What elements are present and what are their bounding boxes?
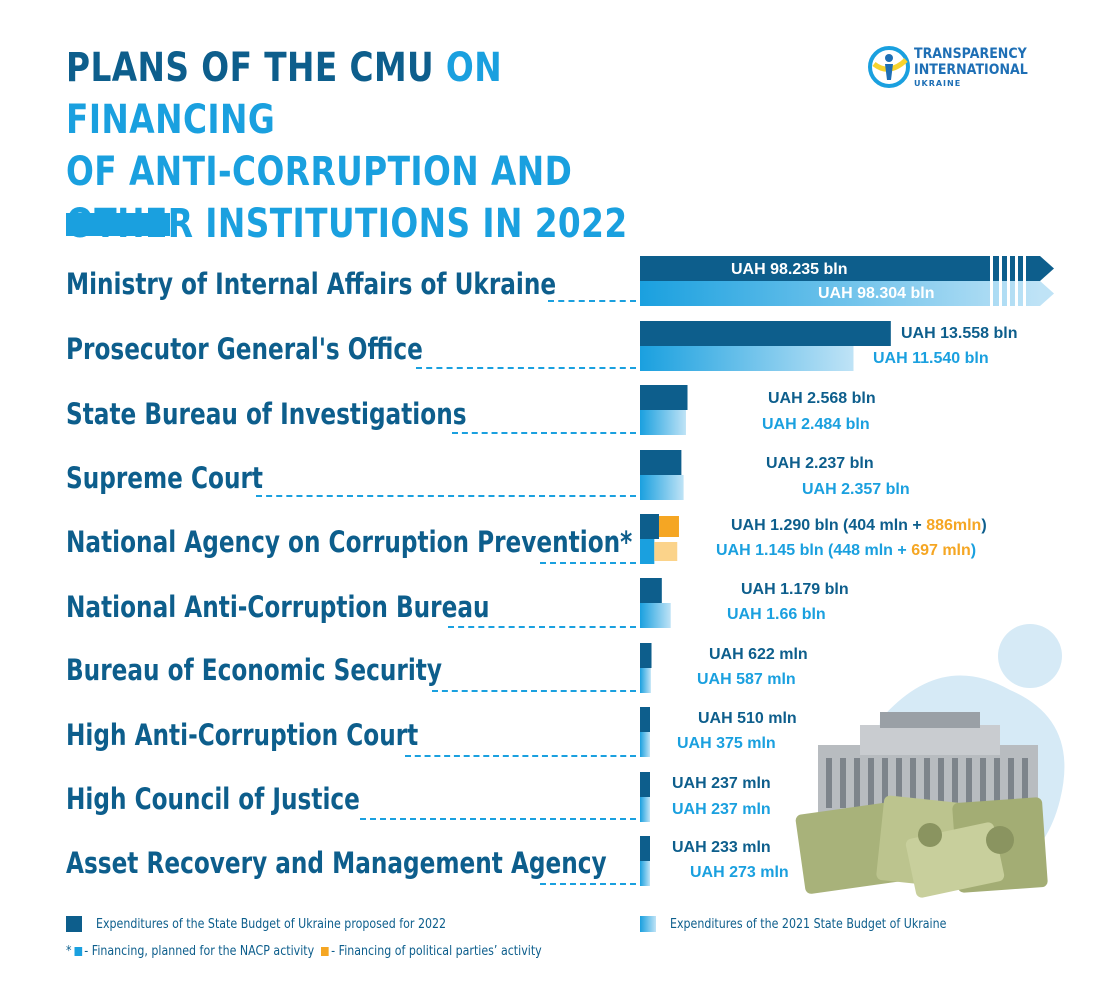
- axis-break-stripe: [999, 256, 1002, 281]
- title-line2: OF ANTI-CORRUPTION AND: [66, 149, 573, 195]
- bar-2022: [640, 385, 688, 410]
- bar-2022: [640, 578, 662, 603]
- bar-2021: [640, 861, 650, 886]
- row-label-nabu: National Anti-Corruption Bureau: [66, 590, 490, 624]
- value-label-2022: UAH 2.568 bln: [768, 390, 876, 407]
- value-label-2022: UAH 1.290 bln (404 mln + 886mln): [731, 517, 987, 534]
- value-label-2022: UAH 1.179 bln: [741, 581, 849, 598]
- logo-line3: UKRAINE: [914, 79, 962, 88]
- value-label-2021: UAH 237 mln: [672, 801, 771, 818]
- value-label-2022: UAH 233 mln: [672, 839, 771, 856]
- bar-2021: [640, 603, 671, 628]
- bar-2021: [640, 797, 650, 822]
- bar-2021: [640, 281, 1040, 306]
- leader-line: [448, 626, 636, 628]
- bar-2022: [640, 321, 891, 346]
- value-label-2022: UAH 2.237 bln: [766, 455, 874, 472]
- axis-break-stripe: [1015, 281, 1018, 306]
- value-label-2022: UAH 510 mln: [698, 710, 797, 727]
- legend-label-2021: Expenditures of the 2021 State Budget of…: [670, 917, 947, 932]
- title-part2: ON FINANCING: [66, 45, 503, 143]
- bar-2022: [640, 450, 682, 475]
- decor-circle-small: [998, 624, 1062, 688]
- leader-line: [432, 690, 636, 692]
- value-label-2022: UAH 237 mln: [672, 775, 771, 792]
- leader-line: [540, 883, 636, 885]
- bar-2022-political-parties: [658, 516, 679, 537]
- bar-2021-political-parties: [654, 542, 678, 561]
- value-label-2021: UAH 1.66 bln: [727, 606, 826, 623]
- value-label-2021: UAH 1.145 bln (448 mln + 697 mln): [716, 542, 977, 559]
- row-label-internal-affairs: Ministry of Internal Affairs of Ukraine: [66, 267, 557, 301]
- leader-line: [452, 432, 636, 434]
- leader-line: [416, 367, 636, 369]
- value-label-2021: UAH 273 mln: [690, 864, 789, 881]
- value-label-2021: UAH 2.357 bln: [802, 481, 910, 498]
- bar-2021: [640, 346, 854, 371]
- nacp-footnote: * - Financing, planned for the NACP activ…: [66, 944, 542, 959]
- title-part1: PLANS OF THE CMU: [66, 45, 446, 91]
- axis-break-stripe: [1007, 281, 1010, 306]
- axis-break-stripe: [1015, 256, 1018, 281]
- bar-2021: [640, 732, 650, 757]
- title-accent-bar: [66, 213, 170, 236]
- value-label-2022: UAH 98.235 bln: [731, 261, 848, 278]
- legend-swatch-2022: [66, 916, 82, 932]
- value-label-2021: UAH 375 mln: [677, 735, 776, 752]
- row-label-sbi: State Bureau of Investigations: [66, 397, 467, 431]
- money-stacks-illustration: [795, 795, 1048, 898]
- value-label-2021: UAH 11.540 bln: [873, 350, 989, 367]
- row-label-arma: Asset Recovery and Management Agency: [66, 846, 607, 880]
- transparency-international-logo: TRANSPARENCY INTERNATIONAL UKRAINE: [868, 44, 1068, 96]
- logo-line1: TRANSPARENCY: [914, 46, 1027, 62]
- row-label-supreme-court: Supreme Court: [66, 461, 264, 495]
- axis-break-stripe: [999, 281, 1002, 306]
- leader-line: [256, 495, 636, 497]
- axis-break-stripe: [1007, 256, 1010, 281]
- value-label-2021: UAH 98.304 bln: [818, 285, 935, 302]
- axis-break-stripe: [990, 256, 993, 281]
- bar-arrow-tip: [1040, 256, 1054, 281]
- value-label-2021: UAH 587 mln: [697, 671, 796, 688]
- bar-2021: [640, 668, 651, 693]
- bar-arrow-tip: [1040, 281, 1054, 306]
- bar-2022: [640, 772, 650, 797]
- axis-break-stripe: [1023, 256, 1026, 281]
- bar-2022: [640, 256, 1040, 281]
- row-label-hcj: High Council of Justice: [66, 782, 360, 816]
- logo-line2: INTERNATIONAL: [914, 62, 1028, 78]
- value-label-2022: UAH 622 mln: [709, 646, 808, 663]
- bar-2021: [640, 410, 686, 435]
- bar-2021: [640, 475, 684, 500]
- axis-break-stripe: [990, 281, 993, 306]
- legend-swatch-2021: [640, 916, 656, 932]
- bar-2022: [640, 836, 650, 861]
- bar-2022: [640, 707, 650, 732]
- nacp-activity-swatch: [74, 947, 82, 956]
- row-label-bes: Bureau of Economic Security: [66, 653, 443, 687]
- political-parties-swatch: [320, 947, 329, 956]
- axis-break-stripe: [1023, 281, 1026, 306]
- leader-line: [360, 818, 636, 820]
- bar-2022-nacp-activity: [640, 514, 659, 539]
- value-label-2022: UAH 13.558 bln: [901, 325, 1018, 342]
- ti-logo-icon: [868, 46, 910, 88]
- legend-label-2022: Expenditures of the State Budget of Ukra…: [96, 917, 447, 932]
- leader-line: [548, 300, 636, 302]
- row-label-hacc: High Anti-Corruption Court: [66, 718, 419, 752]
- row-label-nacp: National Agency on Corruption Prevention…: [66, 525, 633, 559]
- leader-line: [405, 755, 636, 757]
- bar-2022: [640, 643, 652, 668]
- bar-2021-nacp-activity: [640, 539, 655, 564]
- row-label-prosecutor: Prosecutor General's Office: [66, 332, 423, 366]
- value-label-2021: UAH 2.484 bln: [762, 416, 870, 433]
- leader-line: [540, 562, 636, 564]
